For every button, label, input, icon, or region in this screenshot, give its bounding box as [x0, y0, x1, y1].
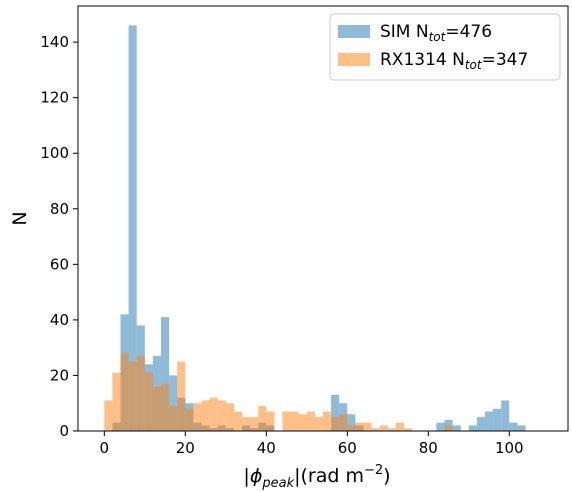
- rx1314-bar-30: [225, 403, 234, 431]
- y-tick-label-0: 0: [59, 422, 69, 440]
- rx1314-bar-64: [363, 422, 372, 431]
- plot-frame: [77, 5, 569, 432]
- rx1314-legend-label: RX1314 Ntot=347: [380, 50, 528, 72]
- rx1314-bar-8: [136, 356, 145, 431]
- y-axis-label: N: [9, 211, 31, 225]
- rx1314-bar-70: [387, 428, 396, 431]
- rx1314-bar-2: [112, 372, 121, 431]
- rx1314-bar-58: [339, 414, 348, 431]
- rx1314-bar-72: [395, 422, 404, 431]
- y-tick-label-100: 100: [40, 144, 69, 162]
- axes: 0 20 40 60 80 100 0 20 40 60 80 100 120 140: [40, 5, 569, 457]
- sim-bar-102: [517, 425, 526, 431]
- rx1314-bar-40: [266, 411, 275, 431]
- rx1314-bar-22: [193, 403, 202, 431]
- x-tick-label-80: 80: [419, 439, 438, 457]
- sim-bar-16: [169, 375, 178, 431]
- rx1314-bar-62: [355, 422, 364, 431]
- rx1314-bar-18: [177, 361, 186, 431]
- rx1314-bar-16: [169, 406, 178, 431]
- sim-bar-14: [161, 317, 170, 431]
- rx1314-bar-48: [298, 414, 307, 431]
- y-tick-label-80: 80: [50, 200, 69, 218]
- sim-legend-label: SIM Ntot=476: [380, 22, 492, 44]
- rx1314-bar-28: [217, 400, 226, 431]
- rx1314-bar-54: [323, 411, 332, 431]
- rx1314-bar-24: [201, 400, 210, 431]
- sim-legend-swatch: [338, 25, 370, 38]
- rx1314-bar-34: [242, 417, 251, 431]
- x-tick-label-0: 0: [100, 439, 110, 457]
- rx1314-bar-52: [314, 417, 323, 431]
- rx1314-series-bars: [104, 353, 453, 431]
- rx1314-bar-44: [282, 411, 291, 431]
- rx1314-bar-66: [371, 428, 380, 431]
- sim-bar-90: [468, 425, 477, 431]
- rx1314-bar-6: [128, 361, 137, 431]
- rx1314-bar-10: [144, 372, 153, 431]
- rx1314-bar-32: [233, 411, 243, 431]
- rx1314-bar-56: [331, 417, 340, 431]
- y-tick-label-120: 120: [40, 89, 69, 107]
- rx1314-bar-26: [209, 397, 218, 431]
- rx1314-bar-4: [120, 353, 129, 431]
- sim-bar-94: [484, 411, 494, 431]
- sim-bar-100: [509, 422, 518, 431]
- sim-bar-92: [476, 417, 485, 431]
- y-tick-label-40: 40: [50, 311, 69, 329]
- rx1314-bar-74: [403, 428, 413, 431]
- sim-series-bars: [112, 25, 526, 431]
- x-tick-label-40: 40: [257, 439, 276, 457]
- sim-bar-86: [452, 425, 461, 431]
- x-tick-label-60: 60: [338, 439, 357, 457]
- rx1314-bar-20: [185, 408, 194, 431]
- sim-bar-60: [347, 414, 356, 431]
- sim-bar-98: [501, 400, 510, 431]
- y-tick-label-20: 20: [50, 366, 69, 384]
- rx1314-bar-84: [444, 425, 453, 431]
- y-tick-label-60: 60: [50, 255, 69, 273]
- rx1314-bar-46: [290, 411, 299, 431]
- rx1314-bar-36: [250, 417, 259, 431]
- sim-bar-6: [128, 25, 137, 431]
- sim-bar-96: [493, 408, 502, 431]
- x-axis-label: |ϕpeak|(rad m−2): [243, 463, 390, 491]
- legend: SIM Ntot=476 RX1314 Ntot=347: [329, 13, 561, 81]
- y-tick-label-140: 140: [40, 33, 69, 51]
- rx1314-bar-12: [152, 386, 162, 431]
- rx1314-bar-14: [161, 383, 170, 431]
- x-tick-label-20: 20: [176, 439, 195, 457]
- legend-box: [329, 13, 561, 81]
- rx1314-bar-50: [306, 411, 315, 431]
- sim-bar-56: [331, 394, 340, 431]
- rx1314-bar-38: [258, 406, 267, 431]
- x-tick-label-100: 100: [495, 439, 524, 457]
- rx1314-bar-0: [104, 400, 113, 431]
- sim-bar-82: [436, 422, 445, 431]
- rx1314-bar-60: [347, 425, 356, 431]
- rx1314-legend-swatch: [338, 53, 370, 66]
- rx1314-bar-68: [379, 425, 388, 431]
